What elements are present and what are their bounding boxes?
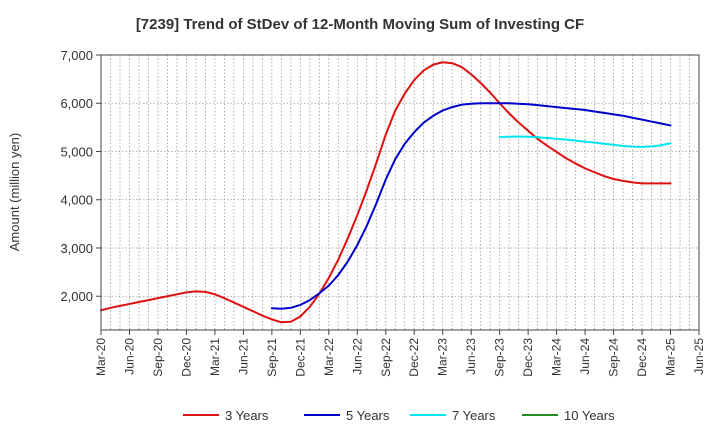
legend-label: 3 Years xyxy=(225,408,269,423)
y-axis-ticks: 2,000 3,000 4,000 5,000 6,000 7,000 xyxy=(60,48,101,304)
x-tick-label: Jun-25 xyxy=(692,338,706,375)
x-tick-label: Mar-21 xyxy=(208,338,222,376)
y-axis-label: Amount (million yen) xyxy=(7,133,22,252)
x-tick-label: Mar-22 xyxy=(322,338,336,376)
x-tick-label: Jun-23 xyxy=(464,338,478,375)
x-tick-label: Sep-22 xyxy=(379,338,393,377)
x-tick-label: Dec-24 xyxy=(635,338,649,377)
y-tick-label: 3,000 xyxy=(60,241,93,256)
x-tick-label: Sep-20 xyxy=(151,338,165,377)
x-tick-label: Mar-23 xyxy=(436,338,450,376)
x-tick-label: Sep-23 xyxy=(493,338,507,377)
legend-label: 5 Years xyxy=(346,408,390,423)
x-tick-label: Mar-20 xyxy=(94,338,108,376)
plot-frame xyxy=(100,54,700,331)
y-tick-label: 4,000 xyxy=(60,193,93,208)
x-tick-label: Jun-21 xyxy=(236,338,250,375)
x-tick-label: Sep-24 xyxy=(607,338,621,377)
x-axis-ticks: Mar-20 Jun-20 Sep-20 Dec-20 Mar-21 Jun-21 Sep-… xyxy=(94,330,706,377)
legend-label: 10 Years xyxy=(564,408,615,423)
x-tick-label: Mar-25 xyxy=(664,338,678,376)
x-tick-label: Dec-20 xyxy=(179,338,193,377)
grid-layer xyxy=(101,54,699,330)
x-tick-label: Dec-21 xyxy=(293,338,307,377)
y-tick-label: 6,000 xyxy=(60,96,93,111)
y-tick-label: 7,000 xyxy=(60,48,93,63)
x-tick-label: Jun-22 xyxy=(350,338,364,375)
x-tick-label: Jun-24 xyxy=(578,338,592,375)
y-tick-label: 2,000 xyxy=(60,289,93,304)
series-layer xyxy=(100,61,672,324)
legend-label: 7 Years xyxy=(452,408,496,423)
x-tick-label: Jun-20 xyxy=(122,338,136,375)
x-tick-label: Dec-22 xyxy=(407,338,421,377)
legend: 3 Years 5 Years 7 Years 10 Years xyxy=(183,408,615,423)
x-tick-label: Mar-24 xyxy=(550,338,564,376)
y-tick-label: 5,000 xyxy=(60,144,93,159)
x-tick-label: Sep-21 xyxy=(265,338,279,377)
series-line-3-years xyxy=(100,61,672,324)
chart-title: [7239] Trend of StDev of 12-Month Moving… xyxy=(136,16,584,33)
series-line-5-years xyxy=(270,102,672,310)
series-line-7-years xyxy=(498,135,672,148)
x-tick-label: Dec-23 xyxy=(521,338,535,377)
